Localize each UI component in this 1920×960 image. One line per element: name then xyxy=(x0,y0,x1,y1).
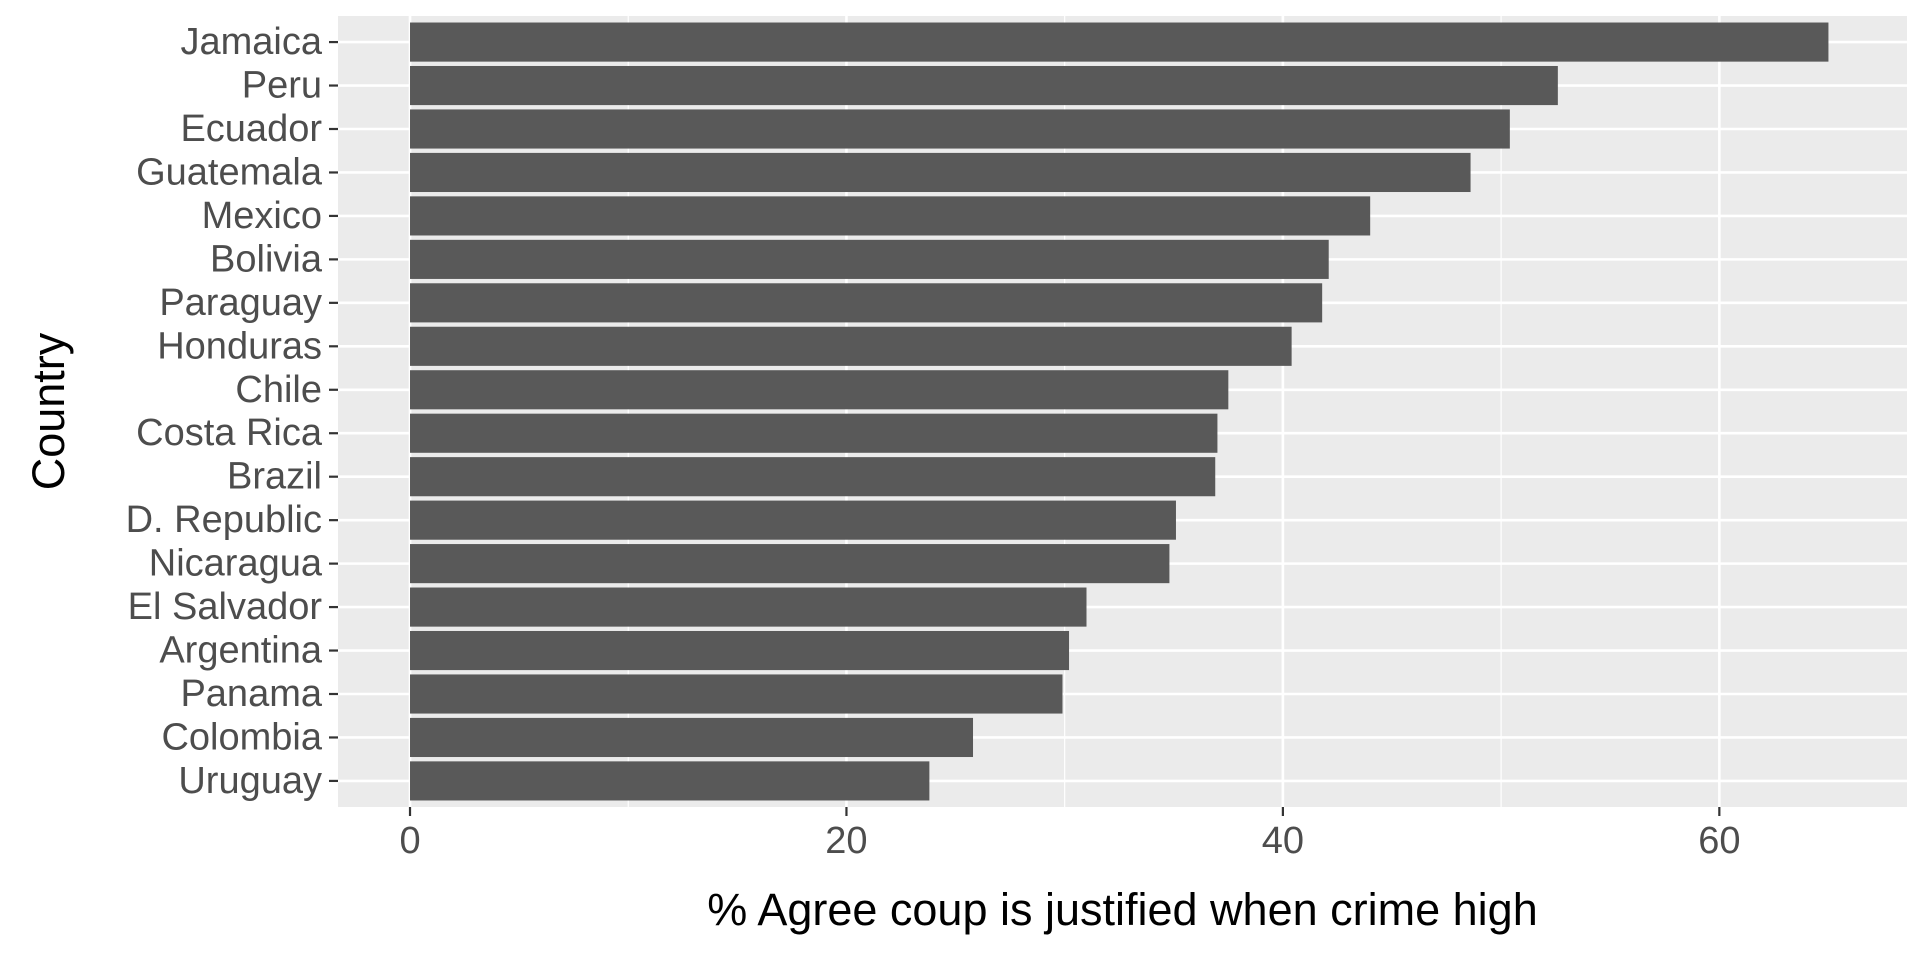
bars xyxy=(410,22,1829,801)
y-tick-label: Mexico xyxy=(202,195,322,237)
y-tick-label: Bolivia xyxy=(210,238,323,280)
bar-argentina xyxy=(410,630,1070,671)
y-tick-label: Panama xyxy=(180,673,322,715)
y-tick-label: D. Republic xyxy=(126,499,322,541)
y-tick-label: Ecuador xyxy=(180,108,322,150)
y-tick-label: Peru xyxy=(242,65,322,107)
y-tick-label: Uruguay xyxy=(178,760,322,802)
y-axis: JamaicaPeruEcuadorGuatemalaMexicoBolivia… xyxy=(126,21,338,802)
bar-chile xyxy=(410,370,1229,410)
y-tick-label: Honduras xyxy=(157,325,322,367)
y-tick-label: Argentina xyxy=(159,630,323,672)
bar-jamaica xyxy=(410,22,1829,62)
y-tick-label: Guatemala xyxy=(136,151,323,193)
bar-bolivia xyxy=(410,239,1329,279)
y-tick-label: Colombia xyxy=(161,716,322,758)
bar-el-salvador xyxy=(410,587,1087,627)
x-axis: 0 20 40 60 xyxy=(399,807,1740,862)
bar-guatemala xyxy=(410,152,1471,193)
x-tick-label: 20 xyxy=(825,820,867,862)
x-axis-title: % Agree coup is justified when crime hig… xyxy=(707,884,1537,935)
bar-paraguay xyxy=(410,283,1323,323)
bar-panama xyxy=(410,674,1063,714)
bar-d-republic xyxy=(410,500,1176,540)
bar-ecuador xyxy=(410,109,1510,149)
y-tick-label: Chile xyxy=(235,369,322,411)
bar-honduras xyxy=(410,326,1292,366)
y-tick-label: Jamaica xyxy=(181,21,323,63)
y-tick-label: Nicaragua xyxy=(149,543,323,585)
y-tick-label: El Salvador xyxy=(128,586,323,628)
x-tick-label: 60 xyxy=(1698,820,1740,862)
x-tick-label: 0 xyxy=(399,820,420,862)
bar-peru xyxy=(410,65,1558,106)
y-axis-title: Country xyxy=(23,332,74,490)
y-tick-label: Paraguay xyxy=(159,282,322,324)
bar-mexico xyxy=(410,196,1371,236)
bar-uruguay xyxy=(410,761,930,801)
x-tick-label: 40 xyxy=(1262,820,1304,862)
bar-brazil xyxy=(410,457,1216,497)
y-tick-label: Costa Rica xyxy=(136,412,323,454)
bar-costa-rica xyxy=(410,413,1218,453)
bar-nicaragua xyxy=(410,544,1170,584)
bar-colombia xyxy=(410,717,974,758)
y-tick-label: Brazil xyxy=(227,456,322,498)
